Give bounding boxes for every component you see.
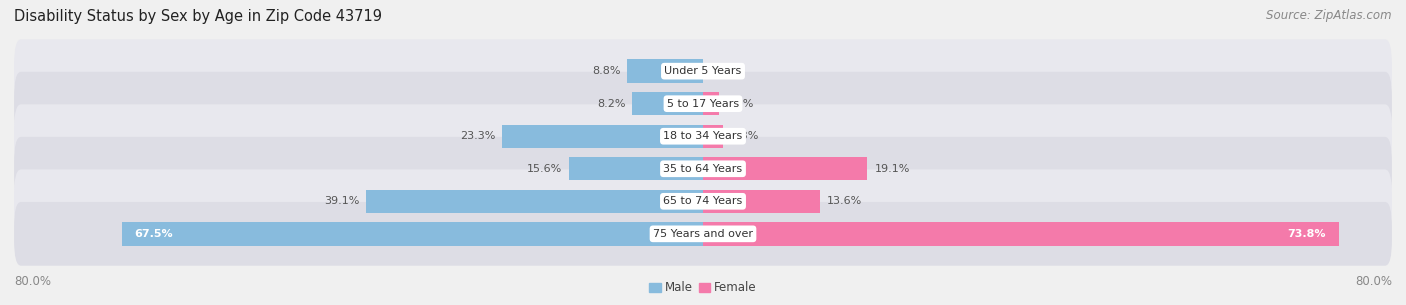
Bar bbox=[502, 124, 703, 148]
Text: 80.0%: 80.0% bbox=[1355, 275, 1392, 288]
Text: 8.2%: 8.2% bbox=[598, 99, 626, 109]
FancyBboxPatch shape bbox=[14, 104, 1392, 168]
Text: Source: ZipAtlas.com: Source: ZipAtlas.com bbox=[1267, 9, 1392, 22]
Text: 18 to 34 Years: 18 to 34 Years bbox=[664, 131, 742, 141]
Bar bbox=[633, 92, 703, 115]
Text: 67.5%: 67.5% bbox=[135, 229, 173, 239]
Text: 19.1%: 19.1% bbox=[875, 164, 910, 174]
Bar bbox=[367, 190, 703, 213]
Text: 5 to 17 Years: 5 to 17 Years bbox=[666, 99, 740, 109]
Bar bbox=[703, 157, 868, 181]
Text: Disability Status by Sex by Age in Zip Code 43719: Disability Status by Sex by Age in Zip C… bbox=[14, 9, 382, 24]
Text: 1.8%: 1.8% bbox=[725, 99, 754, 109]
Text: 23.3%: 23.3% bbox=[460, 131, 495, 141]
FancyBboxPatch shape bbox=[14, 137, 1392, 201]
Text: 75 Years and over: 75 Years and over bbox=[652, 229, 754, 239]
Text: 35 to 64 Years: 35 to 64 Years bbox=[664, 164, 742, 174]
Bar bbox=[568, 157, 703, 181]
FancyBboxPatch shape bbox=[14, 202, 1392, 266]
Bar bbox=[703, 124, 723, 148]
Text: 73.8%: 73.8% bbox=[1286, 229, 1326, 239]
Text: 65 to 74 Years: 65 to 74 Years bbox=[664, 196, 742, 206]
FancyBboxPatch shape bbox=[14, 72, 1392, 136]
Text: 39.1%: 39.1% bbox=[323, 196, 360, 206]
Legend: Male, Female: Male, Female bbox=[645, 276, 761, 299]
FancyBboxPatch shape bbox=[14, 169, 1392, 233]
Bar bbox=[703, 222, 1339, 246]
Text: Under 5 Years: Under 5 Years bbox=[665, 66, 741, 76]
FancyBboxPatch shape bbox=[14, 39, 1392, 103]
Text: 15.6%: 15.6% bbox=[526, 164, 562, 174]
Text: 13.6%: 13.6% bbox=[827, 196, 862, 206]
Text: 0.0%: 0.0% bbox=[710, 66, 738, 76]
Bar bbox=[122, 222, 703, 246]
Text: 8.8%: 8.8% bbox=[592, 66, 620, 76]
Bar bbox=[703, 190, 820, 213]
Bar bbox=[627, 59, 703, 83]
Bar bbox=[703, 92, 718, 115]
Text: 2.3%: 2.3% bbox=[730, 131, 758, 141]
Text: 80.0%: 80.0% bbox=[14, 275, 51, 288]
